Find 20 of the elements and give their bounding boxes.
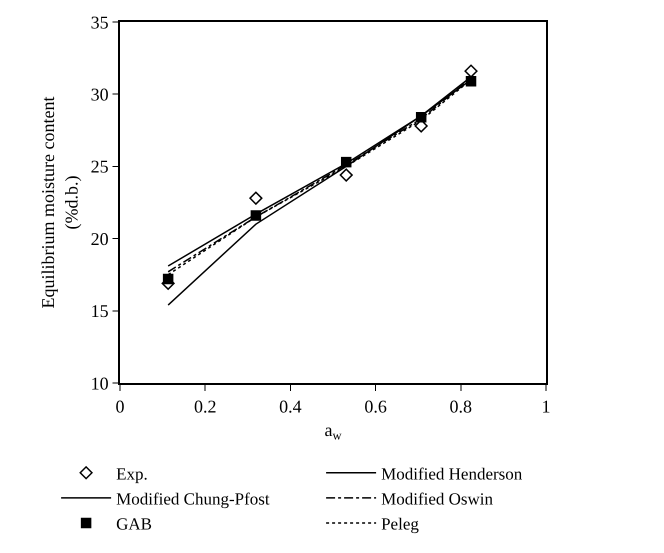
x-tick-label: 1 [542, 396, 550, 416]
x-tick-label: 0.8 [450, 396, 472, 416]
legend-label: Peleg [381, 514, 420, 534]
x-tick-label: 0 [116, 396, 124, 416]
x-axis-title: a$_{w}$ [324, 420, 342, 443]
y-axis-title: Equilibrium moisture content (%d.b.) [38, 96, 82, 308]
legend-label: GAB [116, 514, 152, 534]
y-tick-label: 20 [90, 228, 109, 249]
legend-label: Modified Oswin [381, 489, 494, 508]
y-tick-label: 35 [90, 12, 109, 32]
x-tick-label: 0.4 [279, 396, 302, 416]
legend-label: Modified Chung-Pfost [116, 489, 270, 508]
y-tick-label: 25 [90, 156, 109, 177]
legend-label: Modified Henderson [381, 464, 523, 484]
legend-label: Exp. [116, 464, 148, 484]
y-tick-label: 30 [90, 84, 109, 104]
x-tick-label: 0.6 [364, 396, 387, 416]
y-tick-label: 15 [90, 301, 109, 322]
x-tick-label: 0.2 [194, 396, 216, 416]
y-tick-label: 10 [90, 373, 109, 394]
